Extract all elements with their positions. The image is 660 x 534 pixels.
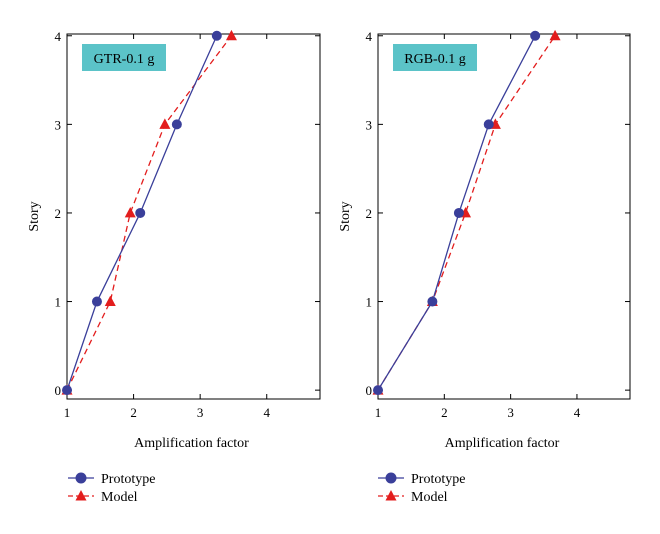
y-tick-label: 2: [366, 206, 373, 221]
legend-label-prototype: Prototype: [411, 472, 465, 487]
chart-title: GTR-0.1 g: [94, 52, 155, 67]
x-axis-label: Amplification factor: [134, 436, 249, 451]
legend-label-model: Model: [411, 490, 448, 505]
y-tick-label: 3: [366, 117, 373, 132]
chart-title: RGB-0.1 g: [404, 52, 465, 67]
model-point: [225, 29, 237, 41]
y-tick-label: 3: [55, 117, 62, 132]
prototype-point: [530, 30, 541, 41]
x-tick-label: 4: [263, 405, 270, 420]
x-tick-label: 2: [130, 405, 137, 420]
prototype-point: [171, 119, 182, 130]
model-point: [104, 295, 116, 307]
x-tick-label: 2: [441, 405, 448, 420]
prototype-point: [91, 296, 102, 307]
legend-circle-marker: [75, 472, 87, 484]
model-point: [159, 118, 171, 129]
plot-frame: [66, 33, 321, 400]
x-tick-label: 1: [375, 405, 382, 420]
prototype-point: [373, 385, 383, 396]
prototype-point: [453, 207, 464, 218]
legend: Prototype Model: [68, 472, 155, 505]
prototype-point: [211, 30, 222, 41]
x-tick-label: 3: [507, 405, 514, 420]
y-tick-label: 0: [55, 383, 62, 398]
y-axis-label: Story: [338, 201, 353, 231]
title-box: [82, 44, 166, 71]
y-tick-label: 0: [366, 383, 373, 398]
model-point: [549, 29, 561, 41]
legend-triangle-marker: [385, 490, 397, 501]
x-tick-label: 3: [197, 405, 204, 420]
legend-label-model: Model: [101, 490, 138, 505]
prototype-point: [483, 119, 494, 130]
y-tick-label: 2: [55, 206, 62, 221]
x-tick-label: 4: [574, 405, 581, 420]
model-point: [124, 207, 136, 218]
title-box: [393, 44, 477, 71]
prototype-point: [135, 207, 146, 218]
prototype-point: [62, 385, 72, 396]
legend-triangle-marker: [75, 490, 87, 501]
y-axis-label: Story: [27, 201, 42, 231]
legend-circle-marker: [385, 472, 397, 484]
y-tick-label: 4: [55, 29, 62, 44]
legend-label-prototype: Prototype: [101, 472, 155, 487]
plot-frame: [377, 33, 631, 400]
legend: Prototype Model: [378, 472, 465, 505]
y-tick-label: 1: [366, 295, 373, 310]
y-tick-label: 1: [55, 295, 62, 310]
y-tick-label: 4: [366, 29, 373, 44]
series-line-model: [66, 35, 232, 391]
prototype-point: [427, 296, 438, 307]
x-tick-label: 1: [64, 405, 71, 420]
x-axis-label: Amplification factor: [445, 436, 560, 451]
